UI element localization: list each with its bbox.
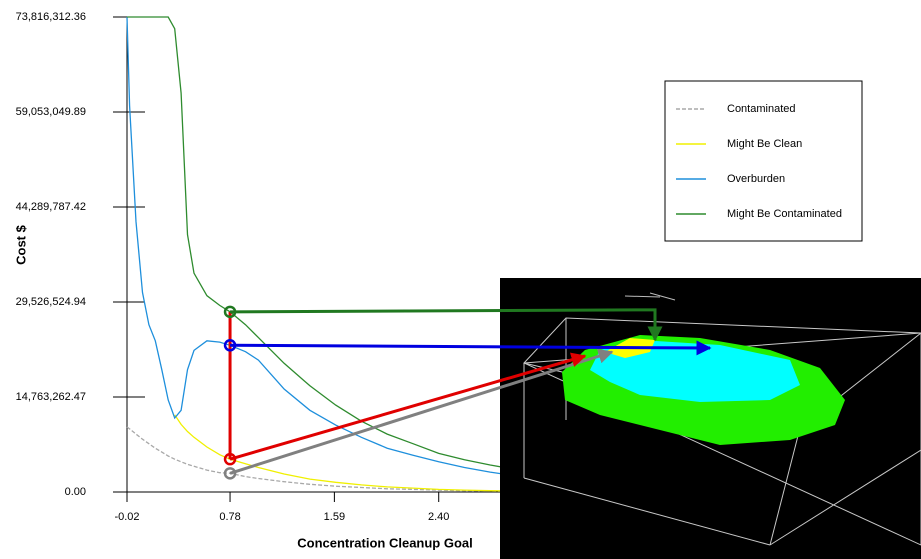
y-tick-label: 44,289,787.42 [16,201,86,213]
chart: 0.00 14,763,262.47 29,526,524.94 44,289,787… [0,0,921,559]
legend: Contaminated Might Be Clean Overburden Migh… [665,81,862,241]
x-tick-label: 2.40 [428,511,449,523]
legend-label: Might Be Contaminated [727,208,842,220]
y-tick-label: 73,816,312.36 [16,11,86,23]
legend-label: Overburden [727,173,785,185]
x-tick-label: 0.78 [219,511,240,523]
y-axis-label: Cost $ [13,224,28,265]
legend-label: Contaminated [727,103,796,115]
y-tick-label: 0.00 [65,486,86,498]
y-tick-label: 59,053,049.89 [16,106,86,118]
x-tick-label: -0.02 [114,511,139,523]
y-tick-label: 29,526,524.94 [16,296,86,308]
x-axis-label: Concentration Cleanup Goal [297,535,473,550]
y-tick-label: 14,763,262.47 [16,391,86,403]
x-tick-label: 1.59 [324,511,345,523]
3d-view [500,278,921,559]
legend-label: Might Be Clean [727,138,802,150]
